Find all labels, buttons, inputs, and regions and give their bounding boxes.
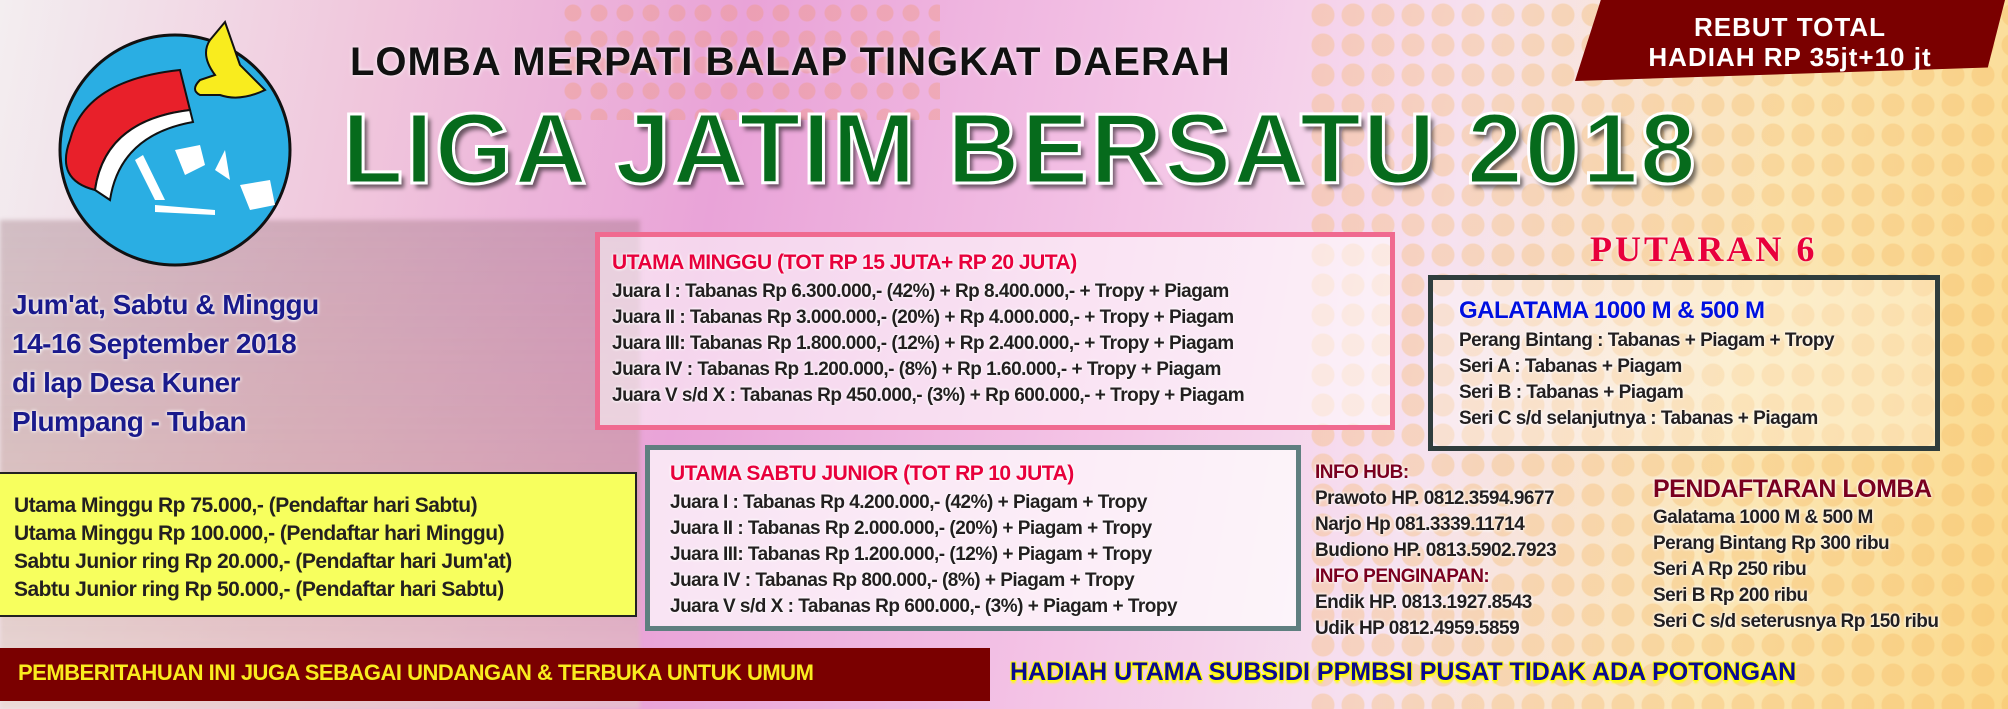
event-title: LIGA JATIM BERSATU 2018 bbox=[340, 92, 1698, 207]
galatama-heading: GALATAMA 1000 M & 500 M bbox=[1459, 297, 1765, 324]
footer-notice-banner: PEMBERITAHUAN INI JUGA SEBAGAI UNDANGAN … bbox=[0, 648, 990, 701]
ppmbsi-logo bbox=[25, 10, 305, 270]
sabtu-junior-box: UTAMA SABTU JUNIOR (TOT RP 10 JUTA) Juar… bbox=[645, 445, 1301, 631]
total-prize-banner: REBUT TOTAL HADIAH RP 35jt+10 jt bbox=[1575, 0, 2005, 81]
prize-row: Juara III: Tabanas Rp 1.800.000,- (12%) … bbox=[612, 333, 1234, 354]
entry-fees-box: Utama Minggu Rp 75.000,- (Pendaftar hari… bbox=[0, 472, 637, 617]
galatama-row: Seri A : Tabanas + Piagam bbox=[1459, 356, 1682, 377]
footer-subsidy-banner: HADIAH UTAMA SUBSIDI PPMBSI PUSAT TIDAK … bbox=[1010, 658, 1796, 687]
prize-row: Juara III: Tabanas Rp 1.200.000,- (12%) … bbox=[670, 544, 1152, 565]
prize-row: Juara II : Tabanas Rp 3.000.000,- (20%) … bbox=[612, 307, 1234, 328]
footer-notice: PEMBERITAHUAN INI JUGA SEBAGAI UNDANGAN … bbox=[18, 660, 814, 685]
registration-row: Perang Bintang Rp 300 ribu bbox=[1653, 533, 1890, 554]
event-subtitle: LOMBA MERPATI BALAP TINGKAT DAERAH bbox=[350, 40, 1231, 84]
contact-info: INFO HUB: Prawoto HP. 0812.3594.9677 Nar… bbox=[1315, 460, 1557, 642]
contact-row: Udik HP 0812.4959.5859 bbox=[1315, 618, 1520, 639]
fee-row: Utama Minggu Rp 75.000,- (Pendaftar hari… bbox=[14, 494, 478, 517]
utama-minggu-heading: UTAMA MINGGU (TOT RP 15 JUTA+ RP 20 JUTA… bbox=[612, 251, 1077, 274]
event-days: Jum'at, Sabtu & Minggu bbox=[12, 289, 319, 320]
prize-row: Juara I : Tabanas Rp 4.200.000,- (42%) +… bbox=[670, 492, 1147, 513]
crowd-photo bbox=[0, 220, 640, 709]
halftone-background bbox=[560, 0, 940, 120]
halftone-background bbox=[1308, 0, 2008, 709]
event-venue: di lap Desa Kuner bbox=[12, 367, 241, 398]
contact-row: Endik HP. 0813.1927.8543 bbox=[1315, 592, 1532, 613]
info-lodging-heading: INFO PENGINAPAN: bbox=[1315, 566, 1490, 587]
contact-row: Prawoto HP. 0812.3594.9677 bbox=[1315, 488, 1555, 509]
contact-row: Narjo Hp 081.3339.11714 bbox=[1315, 514, 1525, 535]
prize-row: Juara V s/d X : Tabanas Rp 600.000,- (3%… bbox=[670, 596, 1178, 617]
prize-row: Juara IV : Tabanas Rp 800.000,- (8%) + P… bbox=[670, 570, 1135, 591]
sabtu-junior-heading: UTAMA SABTU JUNIOR (TOT RP 10 JUTA) bbox=[670, 462, 1074, 485]
footer-subsidy: HADIAH UTAMA SUBSIDI PPMBSI PUSAT TIDAK … bbox=[1010, 658, 1797, 686]
prize-row: Juara I : Tabanas Rp 6.300.000,- (42%) +… bbox=[612, 281, 1229, 302]
fee-row: Utama Minggu Rp 100.000,- (Pendaftar har… bbox=[14, 522, 505, 545]
registration-row: Seri B Rp 200 ribu bbox=[1653, 585, 1808, 606]
contact-row: Budiono HP. 0813.5902.7923 bbox=[1315, 540, 1557, 561]
round-label: PUTARAN 6 bbox=[1590, 229, 1818, 269]
galatama-row: Seri C s/d selanjutnya : Tabanas + Piaga… bbox=[1459, 408, 1818, 429]
info-hub-heading: INFO HUB: bbox=[1315, 462, 1409, 483]
prize-row: Juara IV : Tabanas Rp 1.200.000,- (8%) +… bbox=[612, 359, 1221, 380]
registration-row: Seri A Rp 250 ribu bbox=[1653, 559, 1807, 580]
prize-line-2: HADIAH RP 35jt+10 jt bbox=[1648, 42, 1932, 72]
prize-line-1: REBUT TOTAL bbox=[1693, 12, 1887, 42]
fee-row: Sabtu Junior ring Rp 50.000,- (Pendaftar… bbox=[14, 578, 504, 601]
prize-row: Juara II : Tabanas Rp 2.000.000,- (20%) … bbox=[670, 518, 1152, 539]
event-details: Jum'at, Sabtu & Minggu 14-16 September 2… bbox=[12, 285, 319, 441]
registration-row: Seri C s/d seterusnya Rp 150 ribu bbox=[1653, 611, 1939, 632]
prize-row: Juara V s/d X : Tabanas Rp 450.000,- (3%… bbox=[612, 385, 1245, 406]
galatama-box: GALATAMA 1000 M & 500 M Perang Bintang :… bbox=[1428, 275, 1940, 451]
registration-row: Galatama 1000 M & 500 M bbox=[1653, 507, 1873, 528]
event-location: Plumpang - Tuban bbox=[12, 406, 247, 437]
fee-row: Sabtu Junior ring Rp 20.000,- (Pendaftar… bbox=[14, 550, 512, 573]
utama-minggu-box: UTAMA MINGGU (TOT RP 15 JUTA+ RP 20 JUTA… bbox=[595, 232, 1395, 430]
galatama-row: Seri B : Tabanas + Piagam bbox=[1459, 382, 1684, 403]
galatama-row: Perang Bintang : Tabanas + Piagam + Trop… bbox=[1459, 330, 1835, 351]
event-dates: 14-16 September 2018 bbox=[12, 328, 297, 359]
registration-heading: PENDAFTARAN LOMBA bbox=[1653, 475, 1932, 503]
registration-info: PENDAFTARAN LOMBA Galatama 1000 M & 500 … bbox=[1653, 473, 1939, 635]
